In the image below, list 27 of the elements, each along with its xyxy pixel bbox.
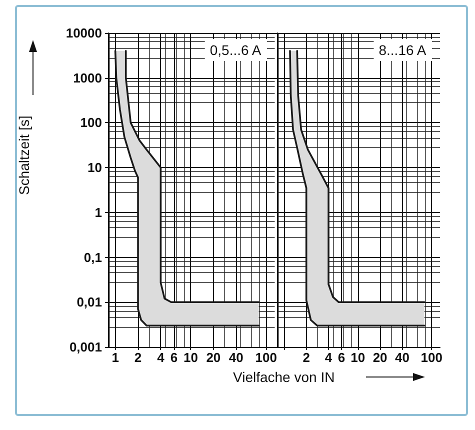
y-tick-label: 0,01	[76, 294, 102, 310]
x-tick-label: 10	[184, 350, 198, 365]
y-tick-label: 100	[80, 115, 102, 130]
x-tick-label: 20	[206, 350, 221, 365]
x-tick-label: 40	[228, 350, 244, 365]
x-tick-label: 2	[302, 350, 310, 365]
x-tick-label: 6	[338, 350, 346, 365]
x-tick-label: 4	[324, 350, 333, 365]
y-tick-label: 1000	[73, 70, 102, 86]
x-tick-label: 100	[420, 350, 442, 365]
y-axis-title: Schaltzeit [s]	[16, 116, 32, 195]
annotation: 8...16 A	[378, 42, 427, 58]
y-tick-label: 1	[94, 204, 102, 220]
x-tick-label: 6	[170, 350, 178, 365]
x-tick-label: 4	[157, 350, 166, 365]
y-tick-label: 0,001	[69, 340, 102, 354]
x-tick-label: 1	[112, 350, 119, 365]
x-tick-label: 40	[395, 350, 410, 365]
y-tick-label: 10	[88, 160, 102, 176]
x-tick-label: 20	[372, 350, 388, 365]
x-axis-title: Vielfache von IN	[233, 369, 335, 385]
x-tick-label: 2	[134, 350, 142, 365]
x-tick-label: 10	[350, 350, 366, 365]
annotation: 0,5...6 A	[210, 42, 262, 58]
y-tick-label: 0,1	[84, 250, 102, 265]
y-tick-label: 10000	[66, 26, 102, 40]
x-tick-label: 100	[255, 350, 278, 365]
